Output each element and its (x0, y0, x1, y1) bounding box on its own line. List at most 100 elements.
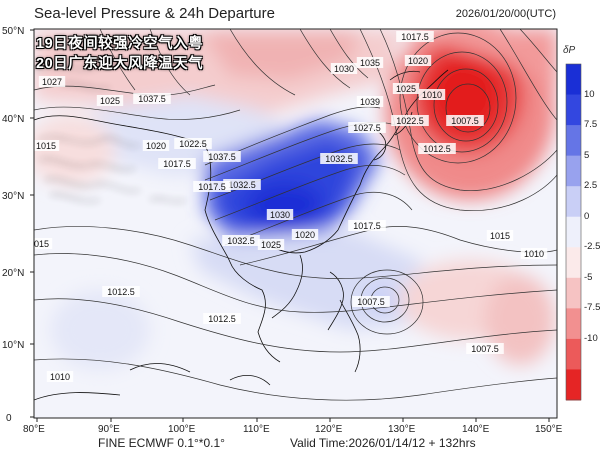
isobar-label-bg (466, 343, 504, 354)
colorbar (565, 63, 582, 401)
isobar-label: 1012.5 (418, 143, 456, 154)
isobar-label-text: 1030 (270, 210, 290, 220)
isobar-label-text: 1007.5 (471, 344, 499, 354)
colorbar-tick-label: 10 (584, 88, 595, 100)
isobar-label: 1017.5 (396, 31, 434, 42)
colorbar-segment (566, 64, 581, 96)
isobar-label-text: 1010 (422, 90, 442, 100)
lon-label-120: 120°E (315, 424, 343, 435)
isobar-label-text: 1012.5 (423, 144, 451, 154)
isobar-label-bg (356, 96, 384, 107)
isobar-label-text: 1017.5 (198, 182, 226, 192)
isobar-label-bg (520, 248, 548, 259)
isobar-label-text: 1020 (408, 56, 428, 66)
isobar-label: 1025 (392, 83, 420, 94)
isobar-label: 1022.5 (391, 115, 429, 126)
isobar-label: 1010 (520, 248, 548, 259)
lon-label-130: 130°E (388, 424, 416, 435)
valid-datetime: 2026/01/20/00(UTC) (455, 8, 556, 20)
lat-label-50: 50°N (2, 26, 24, 37)
isobar-label-bg (203, 151, 241, 162)
colorbar-tick-label: -5 (584, 271, 593, 283)
isobar-label-bg (223, 179, 261, 190)
isobar-label: 1010 (418, 89, 446, 100)
isobar-label-text: 1037.5 (138, 94, 166, 104)
isobar-label-bg (174, 138, 212, 149)
isobar-label-bg (34, 238, 53, 249)
isobar-label-text: 1020 (295, 230, 315, 240)
isobar-label: 1027 (38, 76, 66, 87)
isobar-label: 1020 (291, 229, 319, 240)
colorbar-segment (566, 216, 581, 248)
isobar-label-text: 1022.5 (396, 116, 424, 126)
isobar-label-text: 1027.5 (353, 123, 381, 133)
isobar-label-bg (392, 83, 420, 94)
isobar-label-text: 1032.5 (227, 236, 255, 246)
isobar-label: 1007.5 (352, 296, 390, 307)
colorbar-tick-label: -7.5 (584, 302, 601, 314)
isobar-label: 1007.5 (466, 343, 504, 354)
isobar-label-text: 1032.5 (325, 154, 353, 164)
colorbar-tick-label: 2.5 (584, 180, 598, 192)
isobar-label: 1017.5 (348, 220, 386, 231)
isobar-label: 1030 (330, 63, 358, 74)
isobar-label-text: 1015 (29, 239, 49, 249)
isobar-label: 1022.5 (174, 138, 212, 149)
isobars (34, 29, 557, 401)
isobar-label-bg (102, 286, 140, 297)
isobar-label-text: 1010 (50, 372, 70, 382)
isobar-label-bg (46, 371, 74, 382)
isobar-label-text: 1032.5 (228, 180, 256, 190)
isobar-label-bg (257, 239, 285, 250)
isobar-label: 1017.5 (193, 181, 231, 192)
isobar-label: 1010 (46, 371, 74, 382)
isobar-label: 1020 (404, 55, 432, 66)
longitude-axis: 80°E 90°E 100°E 110°E 120°E 130°E 140°E … (23, 418, 563, 435)
isobar-label: 1037.5 (203, 151, 241, 162)
isobar-label-text: 1012.5 (107, 287, 135, 297)
isobar-label-bg (396, 31, 434, 42)
isobar-label-bg (193, 181, 231, 192)
isobar-label-bg (352, 296, 390, 307)
isobar-label-bg (291, 229, 319, 240)
isobar-label: 1030 (266, 209, 294, 220)
isobar-label-text: 1025 (396, 84, 416, 94)
isobar-label-bg (404, 55, 432, 66)
chart-title: Sea-level Pressure & 24h Departure (34, 5, 275, 22)
isobar-label: 1007.5 (446, 115, 484, 126)
isobar-label-bg (133, 93, 171, 104)
colorbar-segment (566, 369, 581, 401)
isobar-label-text: 1015 (490, 231, 510, 241)
model-label: FINE ECMWF 0.1°*0.1° (98, 436, 225, 450)
colorbar-tick-label: -2.5 (584, 241, 601, 253)
lon-label-110: 110°E (243, 424, 270, 435)
isobar-label-text: 1020 (146, 141, 166, 151)
isobar-label-bg (38, 76, 66, 87)
isobar-label: 1015 (34, 140, 60, 151)
colorbar-segment (566, 277, 581, 309)
isobar-label: 1032.5 (320, 153, 358, 164)
colorbar-frame (565, 63, 582, 401)
colorbar-title: δP (563, 45, 576, 56)
isobar-label: 1032.5 (223, 179, 261, 190)
isobar-label-bg (348, 122, 386, 133)
isobar-label: 1015 (486, 230, 514, 241)
overlay-line-1: 19日夜间较强冷空气入粤 (36, 36, 204, 52)
colorbar-segment (566, 155, 581, 187)
isobar-label-bg (142, 140, 170, 151)
isobar-label-text: 1010 (524, 249, 544, 259)
isobar-label: 1025 (257, 239, 285, 250)
latitude-axis: 50°N 40°N 30°N 20°N 10°N 0 (2, 26, 34, 424)
isobar-label-text: 1025 (261, 240, 281, 250)
colorbar-segment (566, 125, 581, 157)
lat-label-30: 30°N (2, 191, 24, 202)
isobar-label-bg (203, 313, 241, 324)
isobar-label-text: 1037.5 (208, 152, 236, 162)
lat-label-10: 10°N (2, 340, 24, 351)
isobar-label-bg (418, 89, 446, 100)
isobar-label-text: 1012.5 (208, 314, 236, 324)
isobar-label-text: 1017.5 (401, 32, 429, 42)
lat-label-20: 20°N (2, 268, 24, 279)
colorbar-segment (566, 308, 581, 340)
